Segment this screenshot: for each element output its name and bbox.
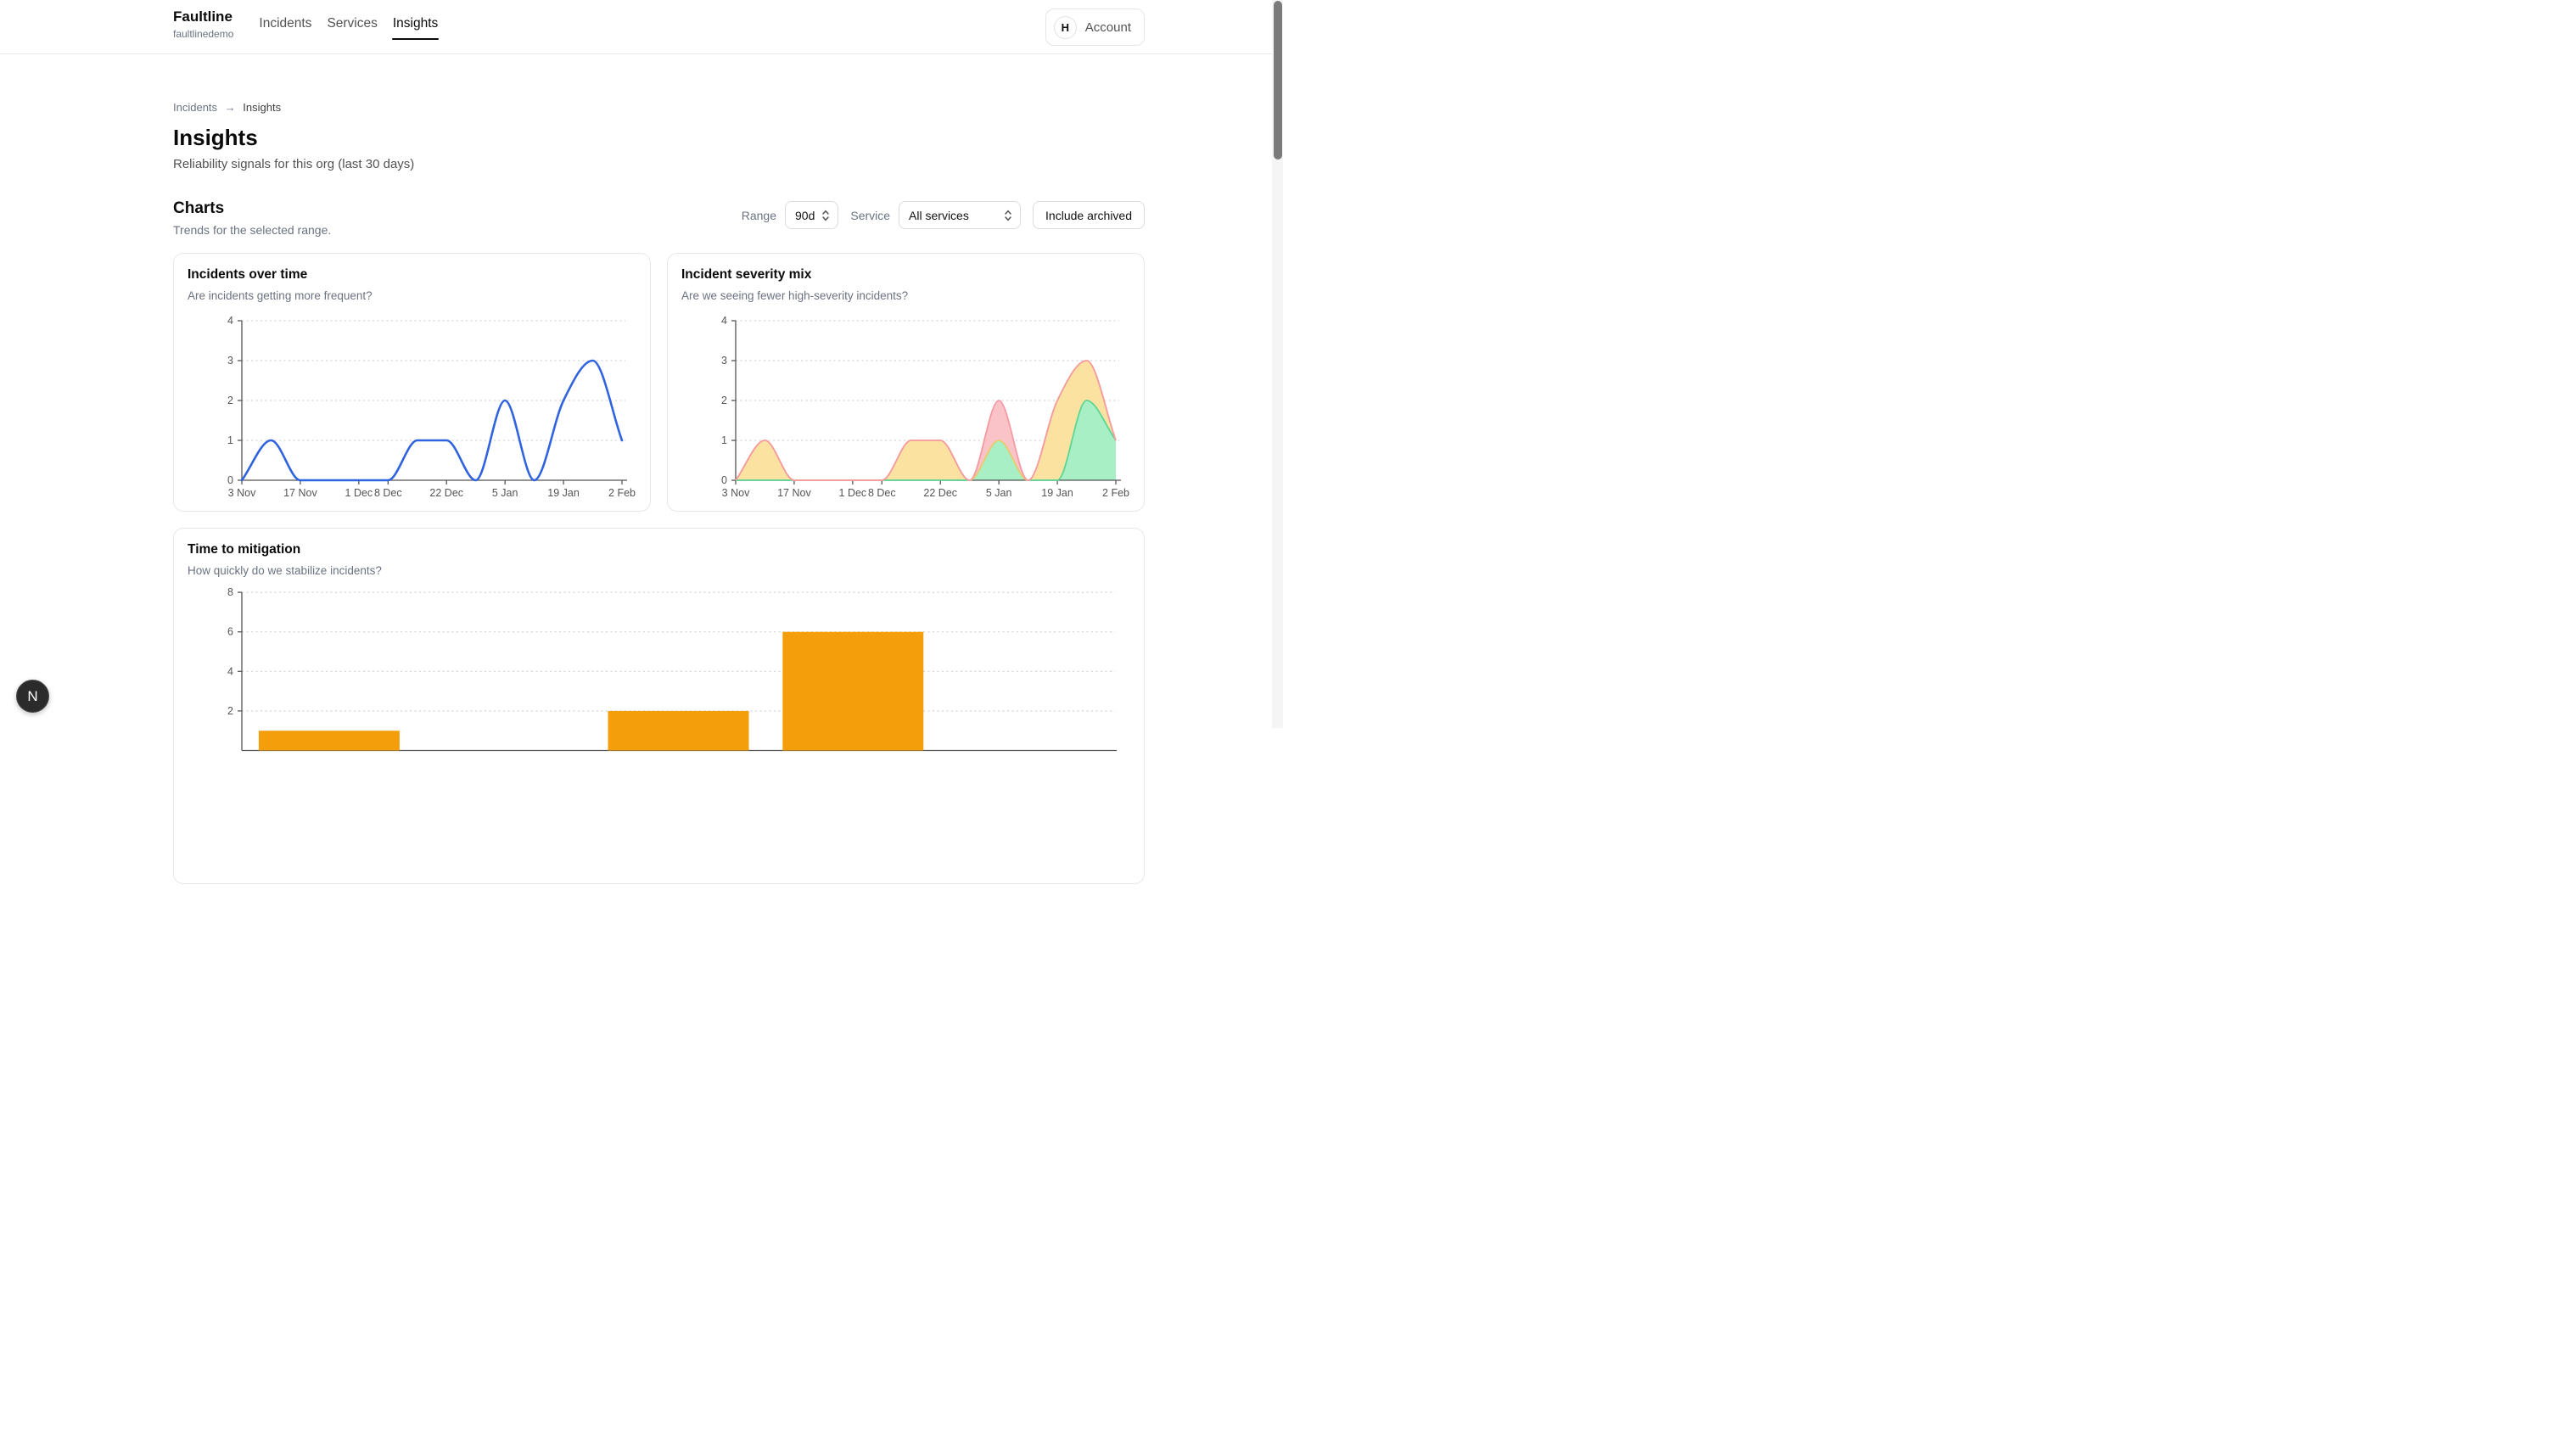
select-chevrons-icon [822,210,830,221]
svg-text:3 Nov: 3 Nov [228,487,256,499]
svg-text:0: 0 [721,474,727,486]
account-label: Account [1084,20,1131,35]
svg-text:5 Jan: 5 Jan [986,487,1012,499]
scrollbar-track [1272,0,1283,728]
breadcrumb-arrow-icon: → [224,101,236,114]
svg-text:8 Dec: 8 Dec [868,487,896,499]
account-button[interactable]: H Account [1045,8,1145,46]
include-archived-button[interactable]: Include archived [1033,201,1145,229]
svg-text:17 Nov: 17 Nov [777,487,811,499]
svg-text:8: 8 [227,587,233,598]
brand: Faultline faultlinedemo [173,0,233,40]
service-select[interactable]: All services [899,201,1022,229]
nav-item-insights[interactable]: Insights [391,16,440,40]
chart-subtitle: Are incidents getting more frequent? [188,289,373,302]
page-title: Insights [173,125,258,150]
main-nav: Incidents Services Insights [259,0,440,40]
chart-subtitle: Are we seeing fewer high-severity incide… [681,289,909,302]
incident-severity-mix-chart: 0 1 2 3 4 3 Nov 17 Nov 1 Dec 8 Dec 22 Dec 5 Jan 19 … [681,312,1130,499]
svg-text:2 Feb: 2 Feb [1102,487,1129,499]
svg-text:17 Nov: 17 Nov [283,487,317,499]
select-chevrons-icon [1005,210,1011,221]
service-label: Service [850,208,891,222]
time-to-mitigation-chart: 2 4 6 8 [188,587,1130,784]
charts-heading: Charts [173,199,225,217]
svg-text:6: 6 [227,626,233,638]
range-label: Range [741,208,776,222]
svg-text:2 Feb: 2 Feb [608,487,636,499]
charts-subheading: Trends for the selected range. [173,223,332,237]
range-select[interactable]: 90d [785,201,839,229]
main-content: Incidents → Insights Insights Reliabilit… [173,101,1145,884]
nav-item-incidents[interactable]: Incidents [259,16,312,31]
charts-heading-block: Charts Trends for the selected range. [173,199,331,237]
svg-text:3: 3 [227,355,233,367]
chart-title: Incident severity mix [681,267,812,282]
time-to-mitigation-card: Time to mitigation How quickly do we sta… [173,528,1145,884]
service-select-value: All services [909,208,969,222]
svg-text:19 Jan: 19 Jan [547,487,580,499]
svg-text:2: 2 [227,395,233,406]
charts-row: Incidents over time Are incidents gettin… [173,253,1145,512]
breadcrumb-item-incidents[interactable]: Incidents [173,101,218,114]
breadcrumb: Incidents → Insights [173,101,1145,114]
breadcrumb-item-insights: Insights [243,101,282,114]
svg-text:1 Dec: 1 Dec [839,487,867,499]
chart-subtitle: How quickly do we stabilize incidents? [188,564,382,577]
svg-text:19 Jan: 19 Jan [1041,487,1073,499]
svg-text:5 Jan: 5 Jan [492,487,518,499]
svg-text:2: 2 [721,395,727,406]
svg-text:2: 2 [227,705,233,717]
svg-text:0: 0 [227,474,233,486]
svg-text:1 Dec: 1 Dec [345,487,373,499]
app-header: Faultline faultlinedemo Incidents Servic… [0,0,1283,54]
scrollbar-thumb[interactable] [1273,1,1282,160]
svg-text:3 Nov: 3 Nov [722,487,750,499]
svg-text:1: 1 [227,434,233,446]
svg-text:3: 3 [721,355,727,367]
range-select-value: 90d [795,208,815,222]
svg-text:22 Dec: 22 Dec [923,487,957,499]
chart-title: Incidents over time [188,267,308,282]
brand-org: faultlinedemo [173,28,234,40]
incidents-over-time-chart: 0 1 2 3 4 3 Nov 17 Nov 1 Dec 8 Dec 22 Dec 5 Jan 19 … [188,312,636,499]
nextjs-dev-button[interactable]: N [16,680,49,713]
incidents-over-time-card: Incidents over time Are incidents gettin… [173,253,651,512]
svg-text:4: 4 [721,315,727,327]
charts-section-header: Charts Trends for the selected range. Ra… [173,199,1145,237]
svg-text:22 Dec: 22 Dec [429,487,463,499]
incident-severity-mix-card: Incident severity mix Are we seeing fewe… [667,253,1145,512]
avatar: H [1053,15,1077,39]
nav-item-services[interactable]: Services [327,16,378,31]
svg-text:4: 4 [227,315,233,327]
chart-title: Time to mitigation [188,542,301,557]
svg-text:4: 4 [227,665,233,677]
chart-controls: Range 90d Service All services Include a… [742,199,1145,229]
page-subtitle: Reliability signals for this org (last 3… [173,157,415,171]
brand-name: Faultline [173,8,233,25]
svg-text:1: 1 [721,434,727,446]
svg-text:8 Dec: 8 Dec [374,487,402,499]
